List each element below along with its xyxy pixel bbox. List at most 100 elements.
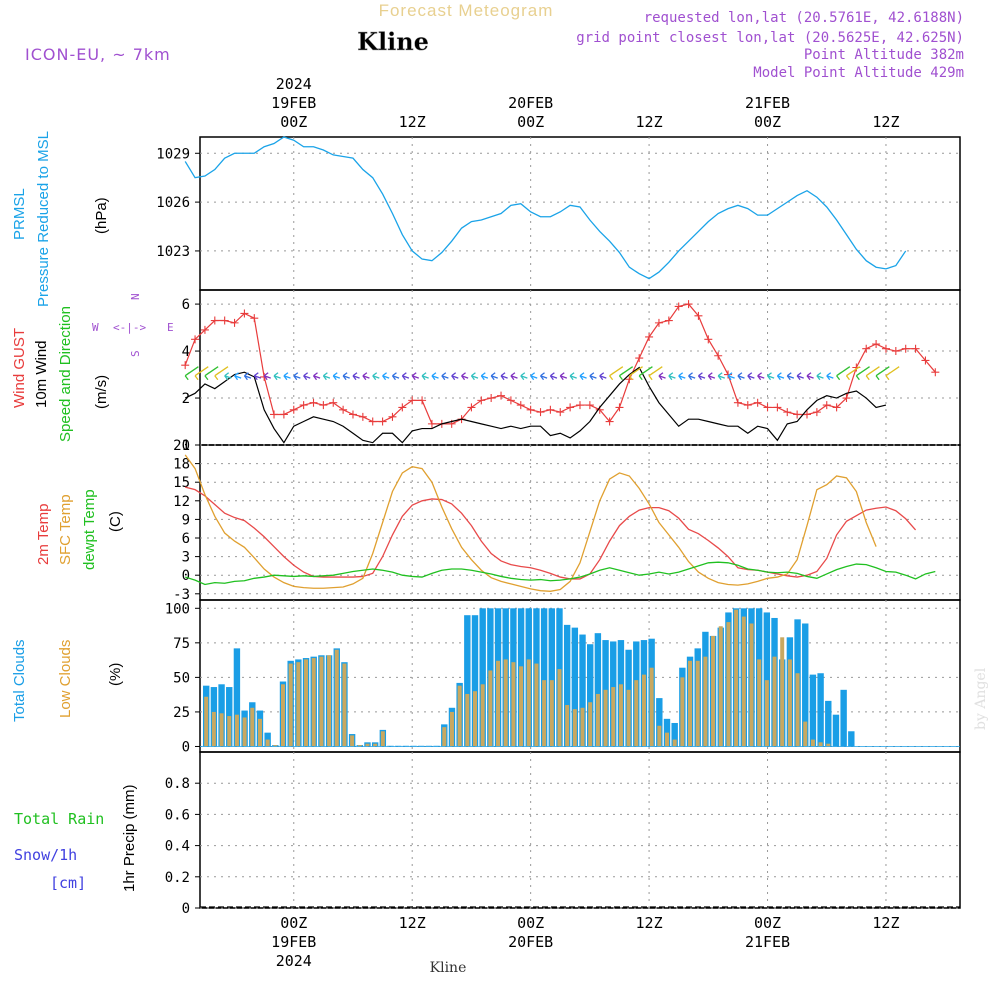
- cloud-units: (%): [107, 663, 124, 686]
- location-title: Kline: [357, 27, 429, 56]
- low-cloud-bar: [810, 739, 815, 747]
- wind-direction-arrow: [569, 372, 577, 381]
- low-cloud-bar: [373, 743, 378, 747]
- wind-direction-arrow: [382, 372, 390, 381]
- y-tick-label: 3: [182, 550, 190, 566]
- y-tick-label: 15: [173, 475, 190, 491]
- gust-point: [319, 401, 328, 410]
- gust-point: [516, 401, 525, 410]
- wind-direction-arrow: [826, 372, 834, 381]
- wind-direction-arrow: [490, 372, 498, 381]
- gust-point: [872, 340, 881, 349]
- total-cloud-bar: [540, 608, 548, 747]
- wind-direction-arrow: [589, 372, 597, 381]
- total-cloud-bar: [802, 623, 809, 747]
- low-cloud-bar: [634, 680, 639, 747]
- wind-direction-arrow: [757, 372, 765, 381]
- low-cloud-bar: [211, 711, 216, 747]
- y-tick-label: 0: [182, 438, 190, 454]
- time-label-top: 2024: [276, 75, 312, 93]
- wind-direction-arrow: [648, 366, 663, 381]
- low-cloud-bar: [257, 718, 262, 747]
- y-tick-label: 12: [173, 494, 190, 510]
- gust-point: [329, 398, 338, 407]
- wind-direction-arrow: [194, 366, 209, 381]
- wind-direction-arrow: [263, 372, 271, 381]
- total-clouds-label: Total Clouds: [11, 639, 28, 722]
- low-cloud-bar: [595, 693, 600, 747]
- gust-point: [477, 396, 486, 405]
- low-cloud-bar: [603, 689, 608, 747]
- wind-direction-arrow: [618, 366, 634, 381]
- wind-direction-arrow: [352, 372, 360, 381]
- gust-point: [575, 401, 584, 410]
- low-cloud-bar: [641, 674, 646, 747]
- total-cloud-bar: [563, 624, 571, 747]
- low-cloud-bar: [281, 684, 285, 747]
- wind-direction-arrow: [391, 372, 400, 381]
- gust-point: [497, 391, 506, 400]
- gust-point: [526, 405, 535, 414]
- gust-point: [279, 410, 288, 419]
- low-cloud-bar: [803, 721, 808, 747]
- wind-direction-arrow: [214, 366, 229, 381]
- gust-point: [270, 410, 279, 419]
- low-cloud-bar: [680, 677, 685, 747]
- time-label-top: 12Z: [399, 113, 426, 131]
- y-tick-label: 25: [173, 705, 190, 721]
- total-cloud-bar: [671, 722, 678, 747]
- low-cloud-bar: [549, 680, 554, 747]
- low-cloud-bar: [327, 655, 332, 747]
- low-cloud-bar: [519, 666, 524, 747]
- wind-direction-arrow: [609, 366, 624, 381]
- wind-direction-arrow: [747, 372, 755, 381]
- total-cloud-bar: [817, 673, 824, 747]
- low-cloud-bar: [250, 707, 255, 747]
- y-tick-label: 6: [182, 531, 190, 547]
- gust-point: [398, 403, 407, 412]
- low-cloud-bar: [772, 656, 777, 747]
- low-cloud-bar: [534, 663, 539, 747]
- gust-point: [181, 361, 190, 370]
- low-cloud-bar: [818, 742, 823, 747]
- wind-direction-arrow: [322, 372, 331, 381]
- y-tick-label: 1023: [156, 244, 190, 260]
- low-cloud-bar: [557, 669, 562, 747]
- snow-label: Snow/1h: [14, 846, 77, 864]
- wind-direction-arrow: [638, 366, 653, 381]
- low-cloud-bar: [711, 635, 716, 747]
- panel-frame: [199, 751, 961, 909]
- total-cloud-bar: [548, 608, 555, 747]
- wind-direction-arrow: [184, 366, 199, 381]
- time-label-top: 12Z: [636, 113, 663, 131]
- low-cloud-bar: [611, 687, 616, 747]
- wind-direction-arrow: [451, 372, 459, 381]
- gust-point: [230, 318, 239, 327]
- time-label-top: 00Z: [517, 113, 544, 131]
- y-tick-label: 2: [182, 391, 190, 407]
- gust-label: Wind GUST: [11, 328, 28, 408]
- time-label-top: 21FEB: [745, 94, 790, 112]
- y-tick-label: 9: [182, 512, 190, 528]
- footer-location: Kline: [430, 960, 467, 976]
- gust-point: [674, 302, 683, 311]
- wind-direction-arrow: [717, 372, 725, 381]
- rain-label: Total Rain: [14, 810, 104, 828]
- low-cloud-bar: [503, 659, 508, 747]
- total-cloud-bar: [233, 648, 241, 747]
- gust-point: [427, 419, 436, 428]
- low-cloud-bar: [780, 637, 785, 747]
- gust-point: [743, 401, 752, 410]
- time-label-bottom: 21FEB: [745, 933, 790, 951]
- model-label: ICON-EU, ~ 7km: [25, 45, 171, 64]
- gust-point: [240, 309, 249, 318]
- wind-direction-arrow: [786, 372, 795, 381]
- wind-direction-arrow: [658, 372, 666, 381]
- low-cloud-bar: [319, 656, 324, 747]
- y-tick-label: 0: [182, 901, 190, 917]
- gust-point: [803, 410, 812, 419]
- time-label-top: 00Z: [280, 113, 307, 131]
- wind-direction-arrow: [441, 372, 449, 381]
- y-tick-label: 1029: [156, 146, 190, 162]
- wind-direction-arrow: [668, 372, 676, 381]
